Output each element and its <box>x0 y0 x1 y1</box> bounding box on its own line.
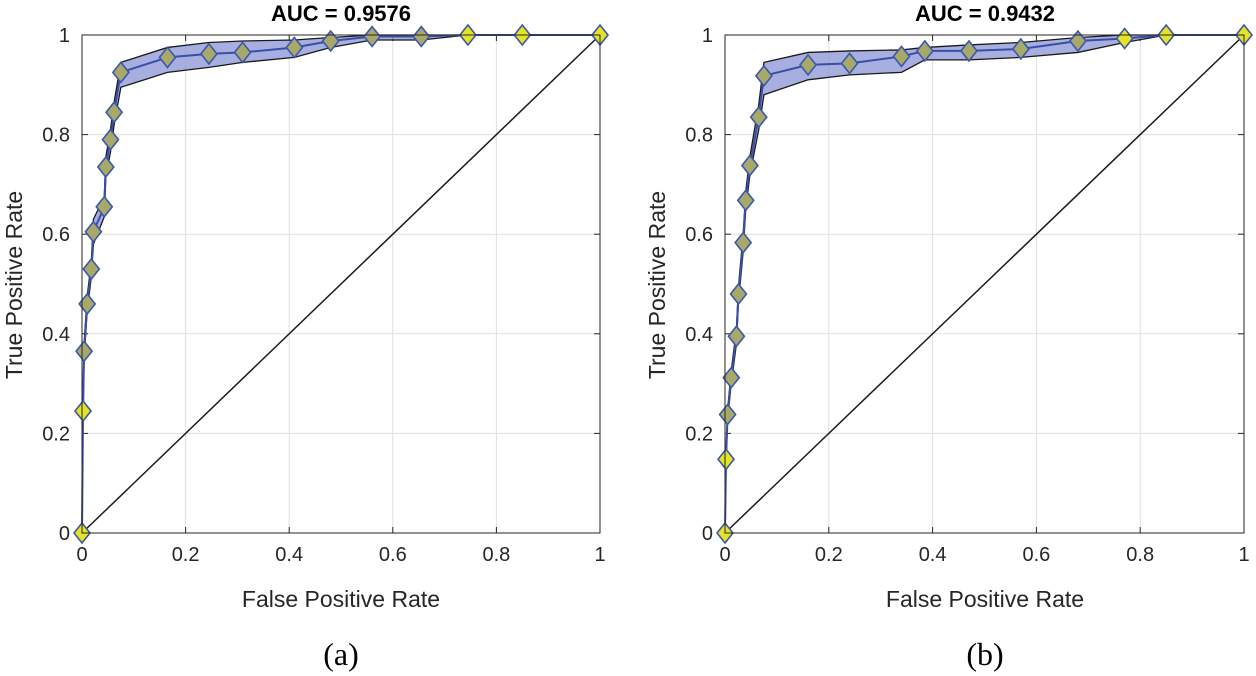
data-point <box>915 39 934 63</box>
data-point <box>892 45 911 68</box>
data-point <box>233 41 252 64</box>
data-point <box>1011 37 1030 61</box>
roc-panel-b: 0 0.2 0.4 0.6 0.8 1 0 0.2 0.4 0.6 0.8 1 AUC = 0.943… <box>644 1 1254 672</box>
x-tick-label: 0.2 <box>172 544 200 566</box>
data-point <box>158 46 177 69</box>
x-axis-label: False Positive Rate <box>242 586 440 612</box>
data-point <box>1068 29 1087 53</box>
y-tick-label: 0.6 <box>42 224 70 246</box>
x-tick-label: 1 <box>594 544 605 566</box>
data-point <box>749 105 768 129</box>
y-tick-label: 1 <box>702 25 713 47</box>
data-point <box>736 189 755 212</box>
data-point <box>84 220 103 243</box>
confidence-band <box>725 35 1244 533</box>
roc-panel-a: 0 0.2 0.4 0.6 0.8 1 0 0.2 0.4 0.6 0.8 1 AUC = 0.957… <box>1 1 610 672</box>
plot-area: 0 0.2 0.4 0.6 0.8 1 0 0.2 0.4 0.6 0.8 1 <box>42 23 610 566</box>
data-point <box>840 52 859 75</box>
data-point <box>740 154 759 177</box>
axes-frame <box>81 34 601 534</box>
y-tick-label: 0.2 <box>685 423 713 445</box>
chart-title: AUC = 0.9432 <box>915 1 1055 26</box>
chance-diagonal <box>724 34 1245 534</box>
data-point <box>718 403 737 426</box>
x-tick-label: 0 <box>719 544 730 566</box>
y-axis-label: True Positive Rate <box>644 191 670 379</box>
y-tick-label: 0 <box>702 523 713 545</box>
y-tick-label: 0.6 <box>685 224 713 246</box>
data-point <box>101 128 120 151</box>
chart-title: AUC = 0.9576 <box>271 1 411 26</box>
data-point <box>285 36 304 59</box>
y-tick-label: 0.4 <box>685 324 713 346</box>
y-axis-label: True Positive Rate <box>1 191 27 379</box>
panel-caption: (b) <box>966 636 1003 672</box>
data-point <box>321 29 340 53</box>
panel-caption: (a) <box>323 636 359 672</box>
y-tick-label: 0.2 <box>42 423 70 445</box>
data-point <box>199 42 218 66</box>
data-point <box>799 53 818 77</box>
data-point <box>363 25 382 48</box>
x-tick-label: 0.4 <box>919 544 947 566</box>
data-point <box>74 399 93 423</box>
chance-diagonal <box>81 34 601 534</box>
x-tick-label: 0 <box>76 544 87 566</box>
x-tick-label: 1 <box>1238 544 1249 566</box>
data-point <box>722 366 741 389</box>
x-tick-label: 0.8 <box>1126 544 1154 566</box>
data-point <box>717 448 736 471</box>
data-point <box>734 231 753 254</box>
x-tick-label: 0.6 <box>1022 544 1050 566</box>
x-tick-label: 0.8 <box>482 544 510 566</box>
x-tick-label: 0.6 <box>379 544 407 566</box>
plot-area: 0 0.2 0.4 0.6 0.8 1 0 0.2 0.4 0.6 0.8 1 <box>685 23 1254 566</box>
data-point <box>95 195 114 219</box>
data-point <box>959 39 978 63</box>
x-tick-label: 0.2 <box>815 544 843 566</box>
data-point <box>82 257 101 281</box>
data-point <box>96 155 115 179</box>
data-point <box>111 61 130 84</box>
data-point <box>754 64 773 88</box>
axes-frame <box>724 34 1245 534</box>
y-tick-label: 0.8 <box>42 125 70 147</box>
y-tick-label: 0.4 <box>42 324 70 346</box>
data-point <box>727 325 746 348</box>
x-axis-label: False Positive Rate <box>886 586 1084 612</box>
data-point <box>105 100 124 124</box>
data-point <box>729 282 748 306</box>
x-tick-label: 0.4 <box>275 544 303 566</box>
y-tick-label: 0.8 <box>685 125 713 147</box>
y-tick-label: 0 <box>59 523 70 545</box>
data-point <box>412 25 431 48</box>
y-tick-label: 1 <box>59 25 70 47</box>
data-point <box>75 339 94 363</box>
